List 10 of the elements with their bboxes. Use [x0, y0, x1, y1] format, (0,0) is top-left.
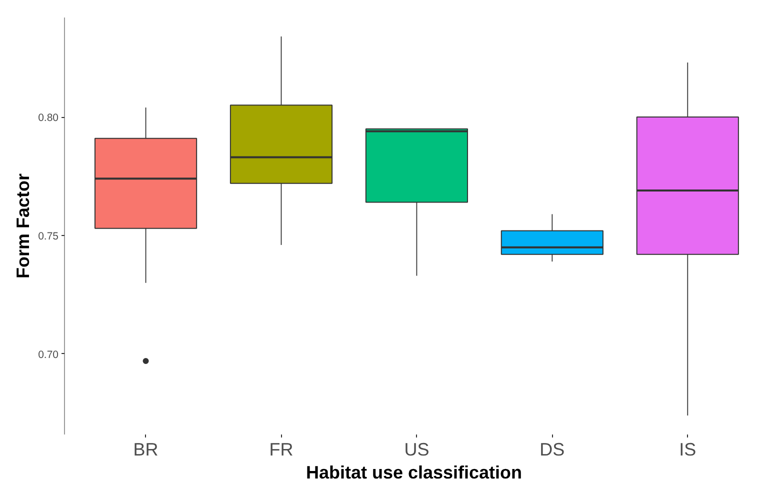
y-tick-label: 0.80: [38, 112, 59, 124]
x-tick-label: US: [404, 440, 430, 460]
x-tick-label: FR: [269, 440, 294, 460]
y-tick-label: 0.70: [38, 348, 59, 361]
y-axis-title: Form Factor: [13, 173, 34, 279]
x-tick-label: IS: [679, 440, 696, 460]
y-tick-label: 0.75: [38, 230, 59, 242]
x-tick-label: DS: [540, 440, 565, 460]
x-tick-label: BR: [133, 440, 158, 460]
x-axis-title: Habitat use classification: [306, 462, 522, 482]
